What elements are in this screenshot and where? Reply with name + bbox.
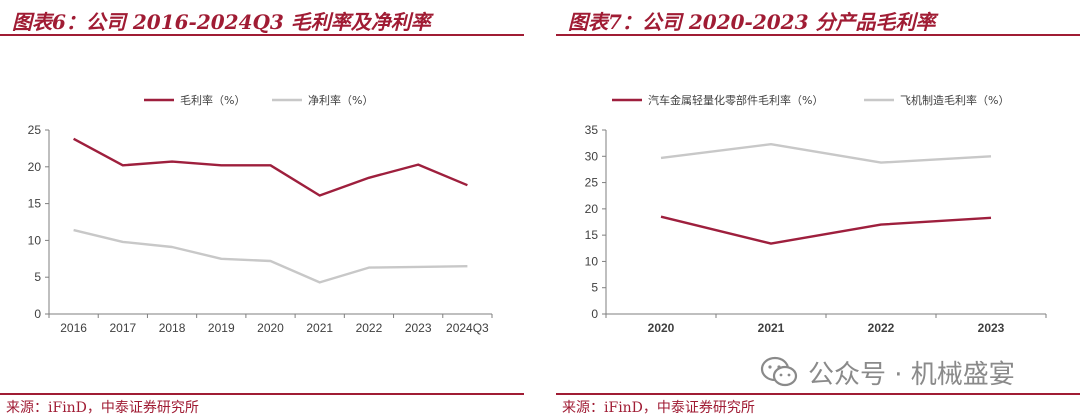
x-tick-label: 2021 (758, 321, 785, 335)
y-tick-label: 15 (28, 197, 42, 211)
x-tick-label: 2018 (159, 321, 186, 335)
x-tick-label: 2016 (60, 321, 87, 335)
x-tick-label: 2019 (208, 321, 235, 335)
x-tick-label: 2020 (257, 321, 284, 335)
legend-label: 毛利率（%） (180, 93, 245, 107)
watermark-text: 公众号 · 机械盛宴 (808, 354, 1015, 391)
y-tick-label: 5 (591, 281, 598, 295)
y-tick-label: 10 (28, 233, 42, 247)
legend-label: 飞机制造毛利率（%） (900, 93, 1009, 107)
legend-label: 汽车金属轻量化零部件毛利率（%） (648, 93, 823, 107)
y-tick-label: 20 (28, 160, 42, 174)
x-tick-label: 2020 (648, 321, 675, 335)
x-tick-label: 2024Q3 (446, 321, 489, 335)
y-tick-label: 35 (585, 123, 599, 137)
y-tick-label: 25 (585, 176, 599, 190)
series-line-right-0 (661, 217, 991, 244)
x-tick-label: 2023 (978, 321, 1005, 335)
source-note: 来源：iFinD，中泰证券研究所 (6, 397, 199, 417)
y-tick-label: 0 (591, 307, 598, 321)
line-chart-left: 0 5 10 15 20 25 2016 2017 2018 2019 2020 2021 2022 20… (0, 36, 524, 393)
y-tick-label: 15 (585, 228, 599, 242)
y-tick-label: 0 (34, 307, 41, 321)
series-line-left-1 (74, 230, 468, 282)
chart-title-bar: 图表7：公司 2020-2023 分产品毛利率 (556, 0, 1080, 36)
y-tick-label: 25 (28, 123, 42, 137)
x-tick-label: 2022 (356, 321, 383, 335)
series-line-left-0 (74, 139, 468, 196)
y-tick-label: 10 (585, 254, 599, 268)
x-tick-label: 2023 (405, 321, 432, 335)
wechat-icon (760, 356, 798, 388)
watermark: 公众号 · 机械盛宴 (760, 352, 1015, 392)
y-tick-label: 5 (34, 270, 41, 284)
x-tick-label: 2017 (109, 321, 136, 335)
chart-title-bar: 图表6：公司 2016-2024Q3 毛利率及净利率 (0, 0, 524, 36)
source-bar: 来源：iFinD，中泰证券研究所 (0, 393, 524, 416)
chart-title: 图表6：公司 2016-2024Q3 毛利率及净利率 (12, 6, 431, 35)
line-chart-right: 0 5 10 15 20 25 30 35 2020 2021 2022 2023 汽车金属轻量化零部件… (556, 36, 1080, 393)
legend-label: 净利率（%） (308, 93, 373, 107)
chart-title: 图表7：公司 2020-2023 分产品毛利率 (568, 6, 935, 35)
source-bar: 来源：iFinD，中泰证券研究所 (556, 393, 1080, 416)
series-line-right-1 (661, 144, 991, 162)
chart-panel-left: 图表6：公司 2016-2024Q3 毛利率及净利率 0 5 10 15 20 25 201… (0, 0, 524, 416)
y-tick-label: 20 (585, 202, 599, 216)
source-note: 来源：iFinD，中泰证券研究所 (562, 397, 755, 417)
x-tick-label: 2021 (306, 321, 333, 335)
y-tick-label: 30 (585, 149, 599, 163)
x-tick-label: 2022 (868, 321, 895, 335)
